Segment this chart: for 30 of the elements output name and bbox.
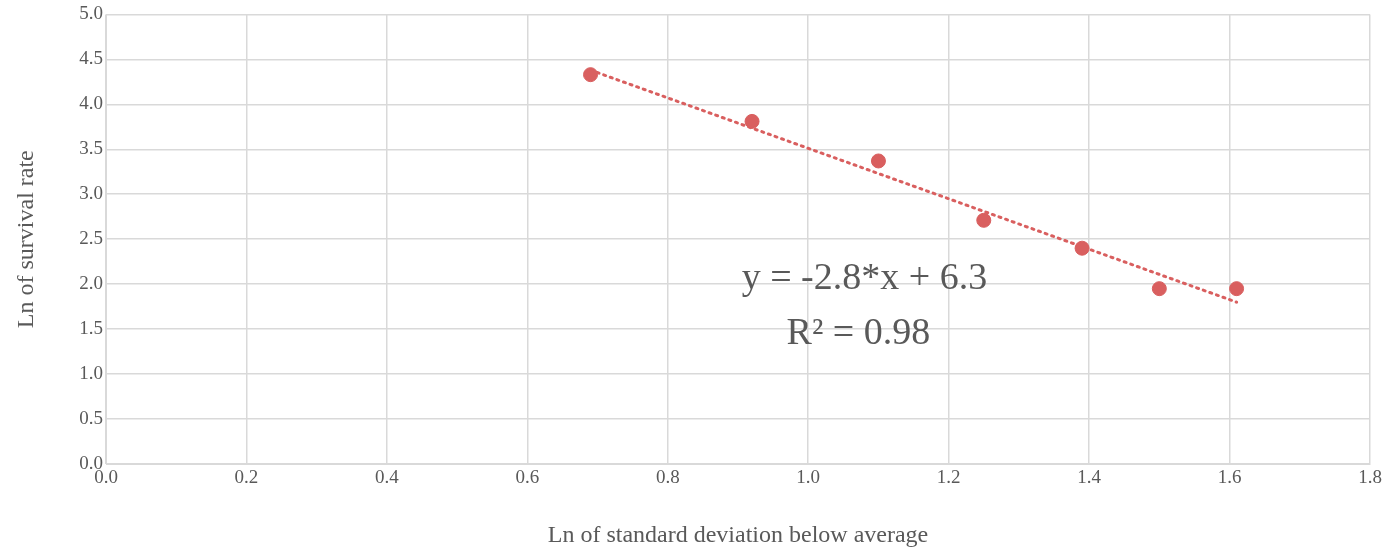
x-tick-label: 1.2 — [936, 466, 961, 488]
point — [1151, 281, 1167, 297]
x-tick-label: 0.4 — [375, 466, 400, 488]
x-tick-label: 1.0 — [796, 466, 821, 488]
y-tick-label: 4.5 — [79, 47, 103, 69]
point — [1074, 240, 1090, 256]
annotation: R² = 0.98 — [786, 309, 931, 352]
x-tick-label: 1.8 — [1358, 466, 1382, 488]
y-tick-label: 4.0 — [79, 92, 103, 114]
x-tick-label: 0.8 — [655, 466, 680, 488]
point — [1229, 281, 1245, 297]
y-tick-label: 1.5 — [79, 317, 103, 339]
x-axis-title: Ln of standard deviation below average — [547, 520, 929, 547]
x-tick-label: 0.6 — [515, 466, 540, 488]
point — [744, 113, 760, 129]
x-tick-label: 1.6 — [1217, 466, 1242, 488]
y-tick-label: 5.0 — [79, 2, 103, 24]
point — [870, 153, 886, 169]
point — [976, 212, 992, 228]
y-tick-label: 3.5 — [79, 137, 103, 159]
x-tick-label: 1.4 — [1077, 466, 1102, 488]
point — [583, 67, 599, 83]
y-tick-label: 3.0 — [79, 182, 103, 204]
x-tick-label: 0.2 — [234, 466, 259, 488]
y-tick-label: 1.0 — [79, 362, 103, 384]
y-tick-label: 2.0 — [79, 272, 103, 294]
y-tick-label: 2.5 — [79, 227, 103, 249]
annotation: y = -2.8*x + 6.3 — [741, 254, 988, 297]
y-tick-label: 0.5 — [79, 407, 103, 429]
y-axis-title: Ln of survival rate — [11, 150, 38, 329]
